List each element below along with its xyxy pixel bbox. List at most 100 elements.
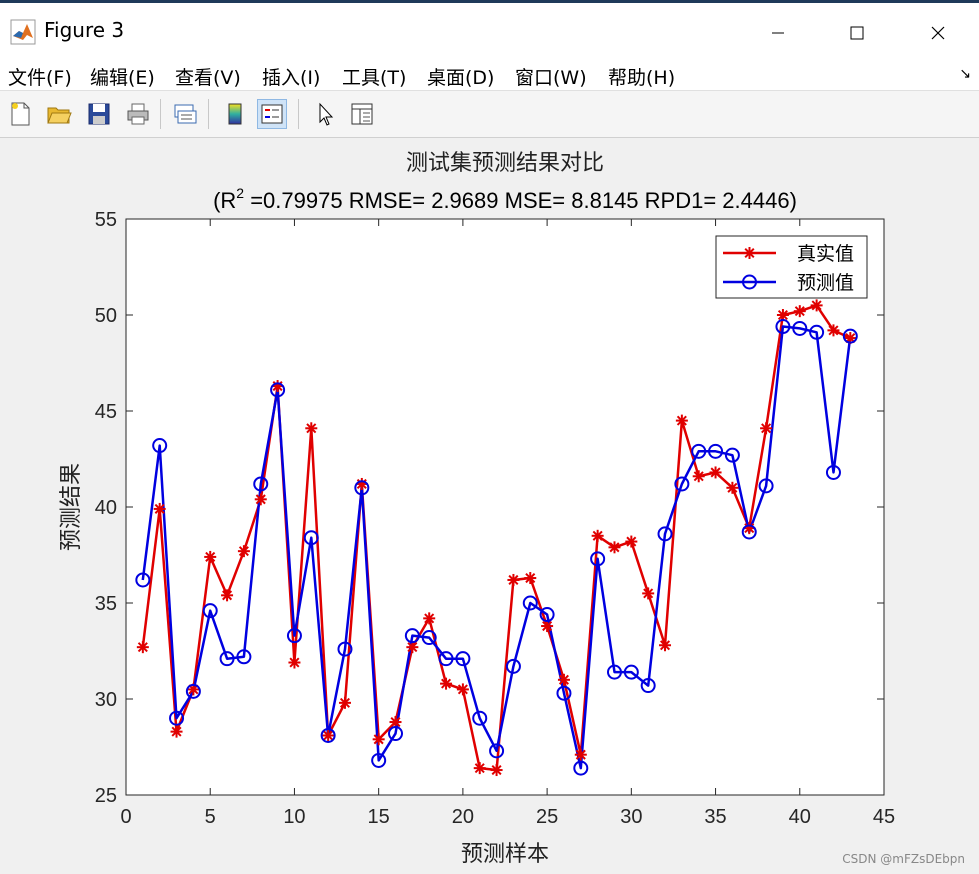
new-figure-icon (11, 102, 30, 126)
data-point-actual (591, 529, 604, 542)
data-point-actual (288, 656, 301, 669)
data-point-actual (389, 716, 402, 729)
data-point-predicted (320, 727, 336, 743)
data-point-predicted (455, 651, 471, 667)
data-point-actual (490, 764, 503, 777)
menu-file[interactable]: 文件(F) (8, 67, 72, 89)
close-button[interactable] (908, 13, 968, 53)
data-point-actual (338, 696, 351, 709)
colorbar-icon (228, 103, 242, 125)
data-point-predicted (202, 603, 218, 619)
x-tick-label: 35 (704, 806, 726, 828)
data-point-predicted (657, 526, 673, 542)
data-point-actual (170, 725, 183, 738)
maximize-icon (850, 26, 864, 40)
data-point-predicted (438, 651, 454, 667)
data-point-actual (810, 299, 823, 312)
data-point-actual (776, 309, 789, 321)
open-file-icon (47, 107, 72, 124)
y-axis-label: 预测结果 (59, 463, 84, 551)
open-file-button[interactable] (44, 99, 74, 129)
y-tick-label: 55 (95, 209, 117, 231)
toolbar-separator (298, 99, 299, 129)
window-titlebar: Figure 3 (0, 0, 979, 60)
chart-title: 测试集预测结果对比 (406, 151, 604, 176)
series-line-1 (141, 325, 852, 770)
data-point-actual (237, 545, 250, 558)
data-point-predicted (169, 710, 185, 726)
print-button[interactable] (123, 99, 153, 129)
data-point-actual (642, 587, 655, 600)
data-point-actual (793, 305, 806, 318)
data-point-predicted (219, 651, 235, 667)
legend-entry-label: 预测值 (797, 272, 854, 294)
data-point-predicted (556, 685, 572, 701)
menu-desktop[interactable]: 桌面(D) (427, 67, 495, 89)
new-figure-button[interactable] (5, 99, 35, 129)
data-point-predicted (270, 382, 286, 398)
data-point-actual (372, 733, 385, 746)
data-point-actual (541, 620, 554, 633)
data-point-predicted (691, 443, 707, 459)
data-point-actual (221, 589, 234, 602)
data-point-predicted (472, 710, 488, 726)
data-point-actual (709, 466, 722, 479)
pointer-button[interactable] (310, 99, 340, 129)
data-point-predicted (303, 530, 319, 546)
data-point-predicted (253, 476, 269, 492)
data-point-predicted (775, 319, 791, 335)
print-icon (127, 103, 149, 125)
chart-svg: 测试集预测结果对比 (R2 =0.79975 RMSE= 2.9689 MSE=… (59, 151, 895, 867)
y-tick-label: 25 (95, 785, 117, 807)
data-point-predicted (724, 447, 740, 463)
menu-edit[interactable]: 编辑(E) (90, 67, 155, 89)
y-tick-label: 35 (95, 593, 117, 615)
save-button[interactable] (84, 99, 114, 129)
window-title: Figure 3 (44, 18, 125, 42)
data-point-predicted (135, 572, 151, 588)
data-point-predicted (809, 324, 825, 340)
x-tick-label: 20 (452, 806, 474, 828)
minimize-button[interactable] (748, 13, 808, 53)
data-point-predicted (539, 607, 555, 623)
x-tick-label: 45 (873, 806, 895, 828)
link-plot-button[interactable] (170, 99, 200, 129)
data-point-actual (153, 502, 166, 515)
data-point-predicted (640, 678, 656, 694)
data-point-actual (574, 748, 587, 761)
data-point-predicted (404, 628, 420, 644)
dock-arrow-icon[interactable]: ↘ (959, 66, 971, 82)
data-point-actual (254, 493, 267, 506)
property-editor-button[interactable] (347, 99, 377, 129)
data-point-actual (440, 677, 453, 690)
data-point-actual (625, 535, 638, 548)
data-point-predicted (371, 752, 387, 768)
subtitle-prefix: (R (213, 188, 236, 213)
x-tick-label: 25 (536, 806, 558, 828)
data-point-actual (322, 729, 335, 742)
data-point-predicted (708, 443, 724, 459)
data-point-predicted (741, 524, 757, 540)
data-point-actual (136, 641, 149, 654)
x-tick-label: 40 (789, 806, 811, 828)
data-point-predicted (236, 649, 252, 665)
x-axis-label: 预测样本 (461, 842, 549, 867)
x-tick-label: 5 (205, 806, 216, 828)
legend-button[interactable] (257, 99, 287, 129)
data-point-predicted (505, 658, 521, 674)
menu-view[interactable]: 查看(V) (175, 67, 241, 89)
menu-tools[interactable]: 工具(T) (342, 67, 407, 89)
link-plot-icon (174, 104, 197, 124)
menu-window[interactable]: 窗口(W) (515, 67, 587, 89)
data-point-predicted (573, 760, 589, 776)
data-point-predicted (825, 464, 841, 480)
colorbar-button[interactable] (220, 99, 250, 129)
figure-toolbar (0, 90, 979, 138)
menu-help[interactable]: 帮助(H) (608, 67, 676, 89)
data-point-actual (692, 470, 705, 483)
series-markers (135, 299, 858, 777)
menu-insert[interactable]: 插入(I) (262, 67, 321, 89)
maximize-button[interactable] (827, 13, 887, 53)
data-point-predicted (286, 628, 302, 644)
